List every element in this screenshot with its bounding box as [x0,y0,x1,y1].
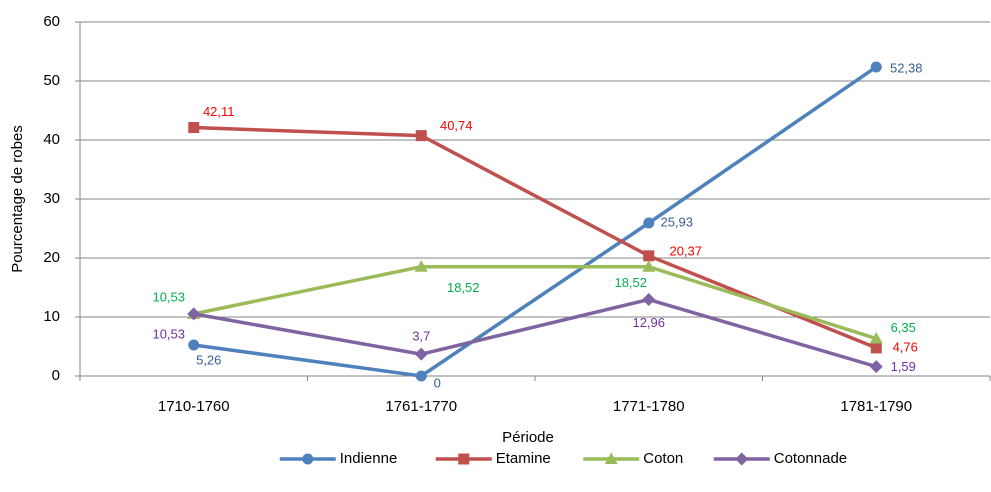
legend-label: Indienne [340,450,398,467]
point [642,293,656,307]
point [643,250,655,262]
data-label: 18,52 [447,280,480,295]
point [414,260,428,272]
point [188,339,200,351]
data-label: 0 [434,375,441,390]
point [415,370,427,382]
point [187,307,201,321]
data-label: 5,26 [196,352,221,367]
x-axis-label: Période [502,429,554,446]
point [415,130,427,142]
data-label: 1,59 [891,359,916,374]
data-label: 12,96 [632,315,665,330]
x-tick-label: 1761-1770 [385,398,457,415]
data-label: 3,7 [412,329,430,344]
point [188,122,200,134]
series-line [193,65,878,378]
y-tick-label: 30 [43,190,60,207]
series-line [193,125,877,350]
data-label: 6,35 [891,320,916,335]
data-label: 10,53 [152,326,185,341]
data-label: 40,74 [440,118,473,133]
y-tick-label: 0 [52,367,60,384]
point [642,260,656,272]
y-tick-label: 20 [43,249,60,266]
legend-marker [302,453,314,465]
legend-marker [604,452,618,464]
data-label: 20,37 [669,243,702,258]
data-label: 4,76 [893,339,918,354]
y-tick-label: 60 [43,13,60,30]
legend-label: Cotonnade [774,450,847,467]
data-label: 42,11 [203,104,235,119]
data-label: 18,52 [614,275,647,290]
point [869,332,883,344]
legend-marker [458,453,470,465]
point [414,347,428,361]
x-tick-label: 1771-1780 [613,398,685,415]
y-tick-label: 40 [43,131,60,148]
point [643,217,655,229]
data-label: 52,38 [890,60,923,75]
y-tick-label: 10 [43,308,60,325]
legend-label: Etamine [496,450,551,467]
point [870,342,882,354]
legend-marker [735,452,749,466]
series-line [193,297,877,369]
legend-label: Coton [643,450,683,467]
y-axis-label: Pourcentage de robes [9,125,26,273]
series-line [193,264,877,341]
data-label: 10,53 [152,289,185,304]
x-tick-label: 1781-1790 [840,398,912,415]
y-tick-label: 50 [43,72,60,89]
point [869,360,883,374]
x-tick-label: 1710-1760 [158,398,230,415]
point [870,61,882,73]
data-label: 25,93 [660,214,693,229]
